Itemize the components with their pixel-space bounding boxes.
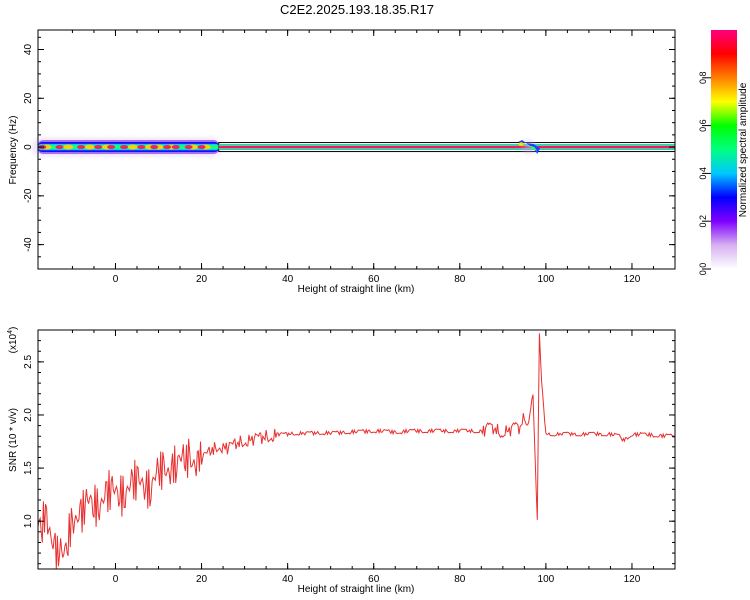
disturbance-spot [518,142,524,146]
snr-multiplier: (x104) [7,327,19,354]
snr-multiplier-exp: 4 [7,330,14,334]
snr-multiplier-close: ) [8,327,19,330]
snr-xlabel: Height of straight line (km) [298,584,415,595]
colorbar-label: Normalized spectral amplitude [738,82,749,217]
spectrogram-ytick-label: -20 [23,188,34,203]
snr-ytick-label: 1.5 [23,461,34,475]
ridge-hot-spot [77,145,86,150]
snr-ticks: 0 20 40 60 80 100 120 1.0 1.5 2.0 2.5 [23,330,676,585]
snr-ytick-label: 2.0 [23,408,34,422]
colorbar-tick-label: 0.6 [698,119,708,132]
ridge-hot-spot [120,145,129,150]
ridge-hot-spot [94,145,103,150]
ridge-hot-spot [137,145,146,150]
spectrogram-xtick-label: 20 [196,274,208,285]
colorbar-tick-label: 0.4 [698,167,708,180]
spectrogram-panel: 0 20 40 60 80 100 120 40 20 0 -20 -40 Height of str… [8,29,676,295]
snr-line [37,333,676,570]
snr-xtick-label: 120 [624,574,641,585]
spectrogram-xtick-label: 100 [538,274,555,285]
snr-xtick-label: 80 [454,574,466,585]
ridge-warm-spot [84,144,95,150]
spectrogram-xtick-label: 0 [113,274,119,285]
figure-title: C2E2.2025.193.18.35.R17 [280,2,434,17]
spectrogram-ytick-label: 20 [23,92,34,104]
snr-xtick-label: 60 [368,574,380,585]
ridge-hot-spot [150,145,159,150]
ridge-hot-spot [197,145,206,150]
spectrogram-xlabel: Height of straight line (km) [298,284,415,295]
ridge-clean-red [218,145,675,149]
colorbar: 0.0 0.2 0.4 0.6 0.8 Normalized spectral ampl… [698,30,749,275]
spectrogram-ytick-label: 0 [23,144,34,150]
snr-ytick-label: 2.5 [23,354,34,368]
snr-series-line [37,333,676,570]
colorbar-tick-label: 0.0 [698,263,708,276]
spectrogram-xtick-label: 120 [624,274,641,285]
snr-multiplier-open: (x10 [8,333,19,353]
snr-ytick-label: 1.0 [23,514,34,528]
snr-panel: 0 20 40 60 80 100 120 1.0 1.5 2.0 2.5 Height of st… [7,327,676,595]
spectrogram-ylabel: Frequency (Hz) [8,116,19,185]
snr-xtick-label: 0 [113,574,119,585]
colorbar-tick-label: 0.8 [698,72,708,85]
snr-ylabel: SNR (10 * v/v) [8,408,19,472]
ridge-hot-spot [107,145,116,150]
ridge-warm-spot [127,144,138,150]
ridge-hot-spot [163,145,172,150]
spectrogram-ticks: 0 20 40 60 80 100 120 40 20 0 -20 -40 [23,30,676,285]
ridge-hot-spot [171,145,180,150]
spectrogram-xtick-label: 40 [282,274,294,285]
ridge-hot-spot [184,145,193,150]
ridge-hot-spot [55,145,64,150]
colorbar-tick-label: 0.2 [698,215,708,228]
snr-frame [37,329,676,570]
colorbar-gradient [711,30,737,269]
colorbar-ticks: 0.0 0.2 0.4 0.6 0.8 [698,72,711,276]
spectrogram-xtick-label: 60 [368,274,380,285]
spectrogram-ytick-label: -40 [23,237,34,252]
disturbance-green [520,143,538,152]
ridge-warm-spot [63,144,74,150]
spectrogram-ytick-label: 40 [23,44,34,56]
snr-xtick-label: 20 [196,574,208,585]
spectrogram-xtick-label: 80 [454,274,466,285]
spectrogram-ridge [28,134,676,161]
snr-xtick-label: 100 [538,574,555,585]
snr-xtick-label: 40 [282,574,294,585]
spectrogram-frame [37,29,676,270]
disturbance-blue [518,140,541,155]
